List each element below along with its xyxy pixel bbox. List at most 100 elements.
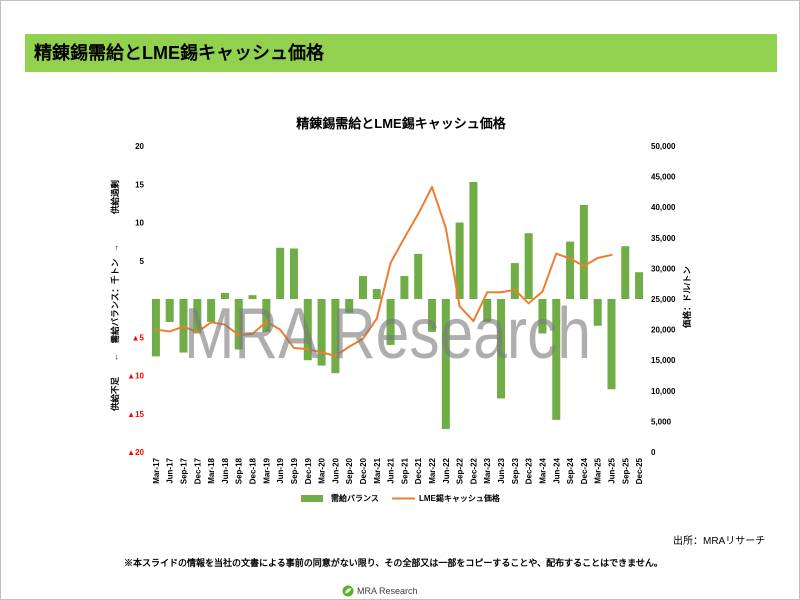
x-tick-label: Sep-19 (290, 457, 299, 484)
y2-tick-label: 50,000 (651, 142, 676, 151)
bar-mar-17 (151, 299, 160, 357)
x-tick-label: Sep-18 (235, 457, 244, 484)
x-tick-label: Jun-23 (497, 457, 506, 483)
bar-sep-20 (345, 299, 354, 313)
x-tick-label: Sep-23 (511, 457, 520, 484)
x-tick-label: Mar-18 (207, 457, 216, 483)
x-tick-label: Sep-22 (456, 457, 465, 484)
price-point-sep-21 (403, 236, 406, 239)
price-point-mar-24 (541, 290, 544, 293)
bar-jun-18 (220, 292, 229, 299)
y-tick-label: ▲10 (127, 372, 144, 381)
y2-axis-title: 価格：ドル/トン (682, 266, 692, 329)
watermark: MRA Research (184, 294, 591, 374)
x-tick-label: Mar-20 (318, 457, 327, 483)
y2-tick-label: 5,000 (651, 417, 672, 426)
price-point-dec-19 (306, 348, 309, 351)
x-tick-label: Dec-25 (635, 457, 644, 484)
x-tick-label: Sep-24 (566, 457, 575, 484)
x-tick-label: Jun-22 (442, 457, 451, 483)
y2-axis-ticks: 50,000 45,000 40,000 35,000 30,000 25,000 20,0… (651, 142, 676, 457)
price-point-dec-18 (251, 332, 254, 335)
y-tick-label: 15 (135, 180, 144, 189)
price-point-jun-25 (610, 253, 613, 256)
x-tick-label: Dec-17 (193, 457, 202, 484)
price-point-mar-20 (320, 351, 323, 354)
bar-mar-20 (317, 299, 326, 366)
price-point-sep-18 (237, 334, 240, 337)
x-tick-label: Dec-20 (359, 457, 368, 484)
x-tick-label: Mar-23 (483, 457, 492, 483)
bar-dec-21 (414, 253, 423, 299)
bar-dec-23 (524, 233, 533, 299)
price-point-dec-21 (417, 212, 420, 215)
copyright-notice: ※本スライドの情報を当社の文書による事前の同意がない限り、その全部又は一部をコピ… (124, 558, 663, 568)
bar-dec-22 (469, 181, 478, 299)
bar-sep-23 (510, 263, 519, 299)
bar-dec-24 (579, 204, 588, 299)
legend-label-balance: 需給バランス (331, 493, 379, 503)
price-point-dec-23 (527, 302, 530, 305)
bar-dec-18 (248, 295, 257, 299)
bar-jun-21 (386, 299, 395, 345)
y2-tick-label: 10,000 (651, 387, 676, 396)
bar-sep-24 (566, 241, 575, 300)
bar-jun-19 (276, 247, 285, 299)
legend-label-price: LME錫キャッシュ価格 (419, 493, 501, 503)
y-tick-label: 5 (140, 257, 145, 266)
price-point-sep-17 (182, 325, 185, 328)
price-point-jun-18 (223, 323, 226, 326)
y-tick-label: 20 (135, 142, 144, 151)
price-point-mar-21 (375, 317, 378, 320)
price-point-sep-23 (513, 288, 516, 291)
y-axis-title-balance: 需給バランス：千トン (110, 258, 120, 343)
y2-tick-label: 25,000 (651, 295, 676, 304)
bar-jun-20 (331, 299, 340, 374)
x-tick-label: Mar-17 (152, 457, 161, 483)
price-point-dec-20 (361, 337, 364, 340)
x-tick-label: Sep-21 (400, 457, 409, 484)
x-tick-label: Jun-19 (276, 457, 285, 483)
leaf-logo-icon (342, 585, 354, 596)
bar-jun-22 (441, 299, 450, 430)
bar-dec-19 (303, 299, 312, 361)
price-point-jun-17 (168, 330, 171, 333)
bar-sep-22 (455, 222, 464, 299)
x-tick-label: Dec-21 (414, 457, 423, 484)
page-title: 精錬錫需給とLME錫キャッシュ価格 (34, 43, 324, 63)
price-point-mar-19 (265, 320, 268, 323)
price-point-mar-22 (431, 186, 434, 188)
y-tick-label: ▲20 (127, 448, 144, 457)
logo-text: MRA Research (357, 585, 418, 596)
x-tick-label: Mar-19 (262, 457, 271, 483)
y2-tick-label: 0 (651, 448, 656, 457)
price-line (154, 186, 613, 357)
x-tick-label: Mar-24 (538, 457, 547, 483)
price-point-jun-21 (389, 261, 392, 264)
y2-tick-label: 30,000 (651, 264, 676, 273)
line-series-price (154, 186, 613, 357)
x-tick-label: Jun-18 (221, 457, 230, 483)
price-point-dec-22 (472, 320, 475, 323)
bar-sep-18 (234, 299, 243, 350)
legend-swatch-balance (301, 495, 323, 502)
x-tick-label: Sep-17 (180, 457, 189, 484)
bar-mar-24 (538, 299, 547, 334)
bar-mar-18 (207, 299, 216, 322)
x-tick-label: Jun-24 (552, 457, 561, 483)
price-point-sep-19 (292, 346, 295, 349)
y2-tick-label: 15,000 (651, 356, 676, 365)
y-tick-label: ▲15 (127, 410, 144, 419)
bar-sep-19 (289, 248, 298, 299)
x-tick-label: Dec-18 (249, 457, 258, 484)
price-point-sep-24 (569, 257, 572, 260)
header-band: 精錬錫需給とLME錫キャッシュ価格 (25, 34, 777, 72)
bar-jun-17 (165, 299, 174, 322)
y2-tick-label: 20,000 (651, 326, 676, 335)
x-tick-label: Mar-22 (428, 457, 437, 483)
bar-dec-25 (635, 272, 644, 299)
y-axis-ticks: 20 15 10 5 ▲5 ▲10 ▲15 ▲20 (127, 142, 144, 457)
y-axis-title-arrow-up: → (110, 244, 120, 253)
y2-tick-label: 40,000 (651, 203, 676, 212)
bar-mar-22 (428, 299, 437, 332)
